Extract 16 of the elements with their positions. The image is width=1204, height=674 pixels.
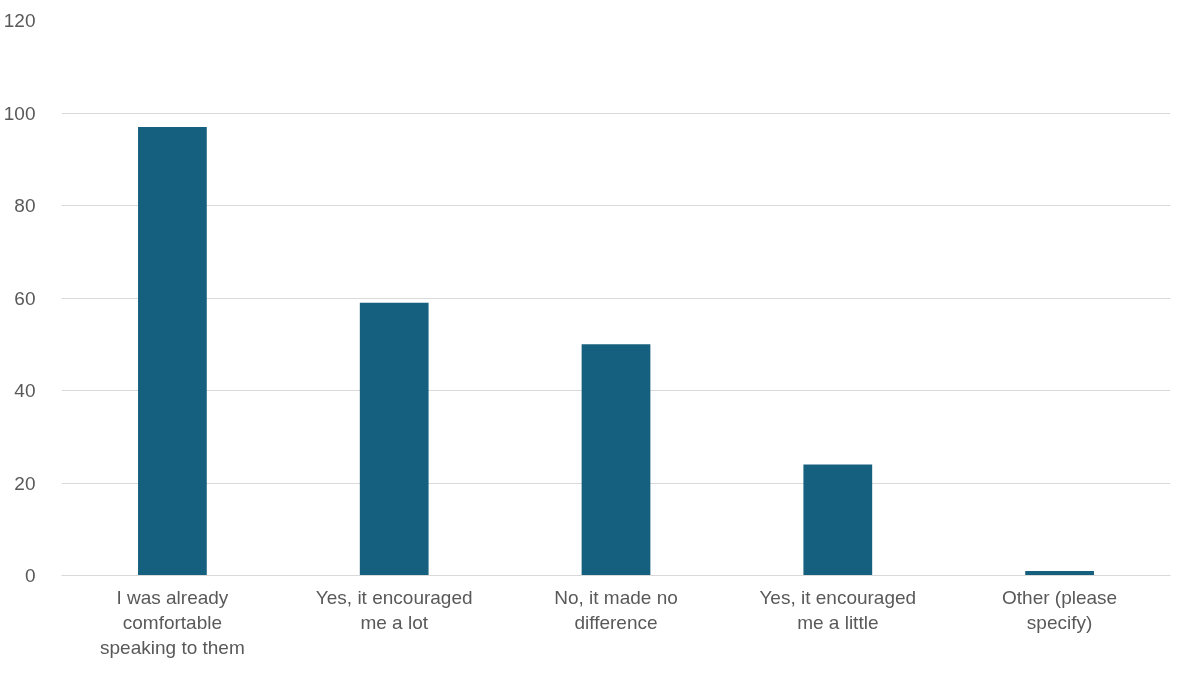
- bar: [359, 302, 429, 576]
- y-tick-label: 60: [14, 287, 36, 309]
- bar: [803, 464, 873, 576]
- y-tick-label: 120: [3, 10, 36, 31]
- y-tick-label: 40: [14, 380, 36, 401]
- x-tick-label: Yes, it encouraged me a little: [759, 586, 917, 633]
- y-tick-label: 80: [14, 195, 36, 216]
- x-tick-label: No, it made no difference: [554, 586, 678, 633]
- y-tick-label: 0: [24, 565, 36, 586]
- x-tick-label: Yes, it encouraged me a lot: [315, 586, 473, 633]
- y-tick-label: 20: [14, 472, 36, 494]
- bar: [138, 126, 207, 576]
- x-tick-label: I was already comfortable speaking to them: [100, 586, 245, 658]
- bar: [581, 344, 651, 576]
- x-tick-label: Other (please specify): [1002, 586, 1118, 633]
- y-tick-label: 100: [3, 102, 36, 124]
